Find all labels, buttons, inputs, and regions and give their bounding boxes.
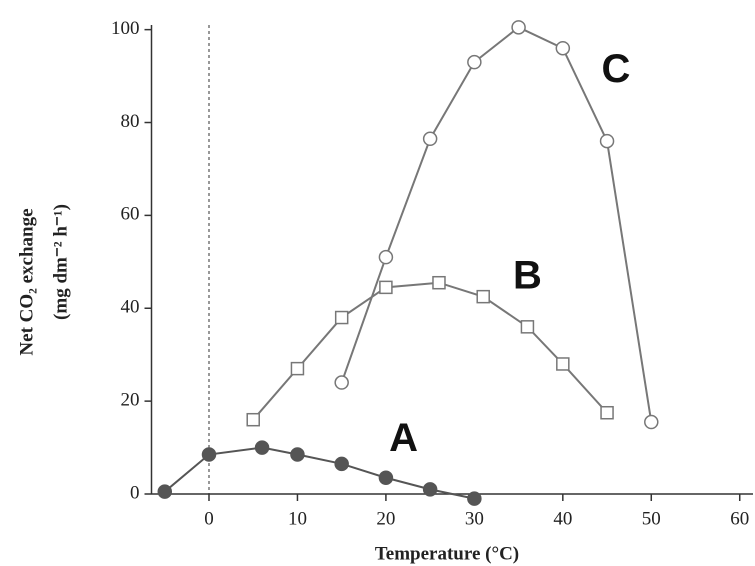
marker [644, 414, 659, 430]
marker [378, 249, 394, 265]
marker [290, 447, 305, 462]
x-tick-label: 0 [204, 508, 214, 529]
marker [556, 357, 570, 371]
series-line [340, 26, 653, 423]
series-label: A [389, 416, 418, 460]
y-tick-label: 20 [121, 389, 140, 410]
series-label: B [513, 254, 542, 298]
marker [555, 40, 571, 56]
x-tick-label: 10 [288, 508, 307, 529]
marker [246, 412, 260, 427]
marker [511, 20, 526, 35]
y-tick-label: 80 [121, 111, 140, 132]
marker [422, 482, 438, 497]
y-tick-label: 60 [121, 204, 140, 225]
y-axis-label: Net CO₂ exchange [16, 208, 37, 355]
marker [379, 280, 393, 295]
y-tick-label: 0 [130, 482, 140, 503]
y-axis-unit: (mg dm⁻² h⁻¹) [50, 204, 71, 320]
x-tick-label: 50 [642, 508, 661, 529]
marker [422, 131, 438, 147]
marker [201, 447, 217, 462]
series-label: C [601, 47, 630, 91]
marker [254, 440, 270, 455]
x-tick-label: 30 [465, 508, 484, 529]
series-line [164, 446, 475, 500]
marker [599, 133, 615, 149]
x-axis-label: Temperature (°C) [375, 543, 519, 564]
marker [157, 484, 173, 499]
x-tick-label: 20 [376, 508, 395, 529]
marker [334, 310, 349, 325]
marker [476, 289, 490, 304]
series-line [252, 281, 608, 421]
marker [600, 405, 614, 420]
marker [334, 375, 349, 390]
marker [467, 54, 482, 70]
y-tick-label: 40 [121, 297, 140, 318]
marker [334, 456, 349, 472]
marker [378, 470, 394, 485]
marker [520, 320, 535, 334]
x-tick-label: 40 [553, 508, 572, 529]
marker [290, 361, 305, 376]
y-tick-label: 100 [111, 18, 140, 39]
x-tick-label: 60 [730, 508, 749, 529]
marker [467, 491, 482, 506]
marker [432, 275, 446, 290]
